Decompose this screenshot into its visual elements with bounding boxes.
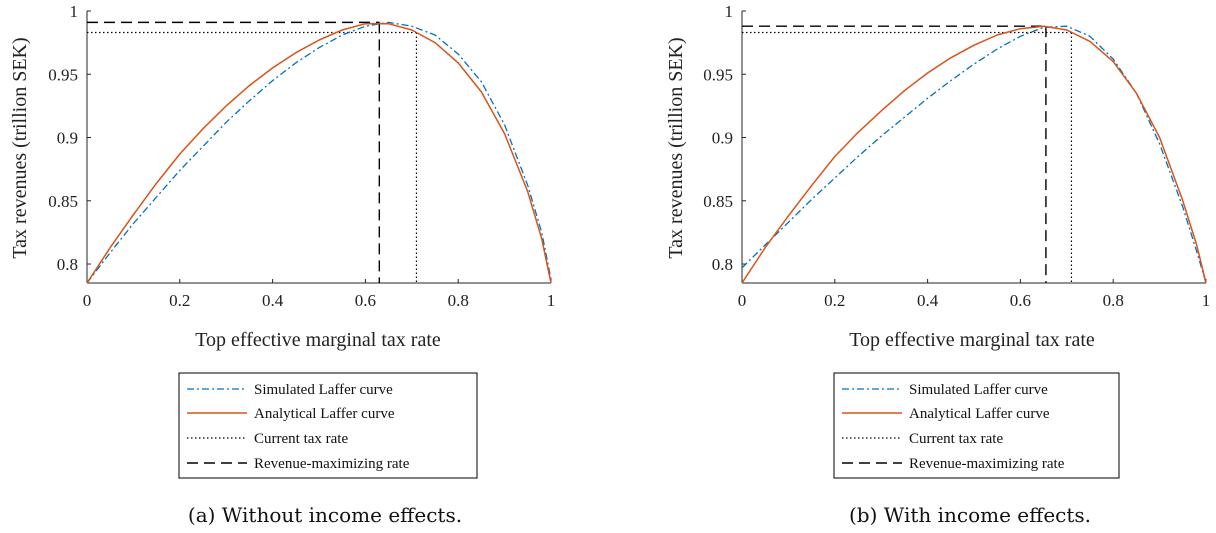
legend-label-current-a: Current tax rate <box>254 431 348 447</box>
y-tick-label-a: 0.85 <box>48 192 78 211</box>
caption-b: (b) With income effects. <box>849 503 1091 527</box>
x-tick-label-b: 1 <box>1202 291 1211 310</box>
panel-b: 0 0.2 0.4 0.6 0.8 1 0.8 0.85 0.9 0.95 1 Top effect… <box>665 2 1210 527</box>
x-tick-label-a: 0.4 <box>262 291 284 310</box>
y-axis-label-a: Tax revenues (trillion SEK) <box>9 37 31 258</box>
x-tick-label-a: 0.6 <box>355 291 376 310</box>
panel-a: 0 0.2 0.4 0.6 0.8 1 0.8 0.85 0.9 0.95 1 Top effect… <box>9 2 555 527</box>
x-axis-label-b: Top effective marginal tax rate <box>849 329 1095 351</box>
legend-label-simulated-b: Simulated Laffer curve <box>909 382 1048 398</box>
x-tick-label-b: 0 <box>738 291 747 310</box>
caption-a: (a) Without income effects. <box>188 503 462 527</box>
x-tick-label-a: 0.2 <box>169 291 190 310</box>
x-tick-label-b: 0.2 <box>824 291 845 310</box>
y-tick-label-b: 0.95 <box>703 65 733 84</box>
x-tick-label-a: 1 <box>547 291 556 310</box>
x-axis-label-a: Top effective marginal tax rate <box>195 329 441 351</box>
y-tick-label-b: 0.9 <box>712 129 733 148</box>
y-axis-label-b: Tax revenues (trillion SEK) <box>665 37 687 258</box>
legend-label-revmax-a: Revenue-maximizing rate <box>254 456 410 472</box>
x-tick-label-a: 0 <box>83 291 92 310</box>
x-tick-label-a: 0.8 <box>448 291 469 310</box>
y-tick-label-a: 0.8 <box>57 255 78 274</box>
x-tick-label-b: 0.8 <box>1103 291 1124 310</box>
y-tick-label-a: 1 <box>70 2 79 21</box>
plot-area-a: 0 0.2 0.4 0.6 0.8 1 0.8 0.85 0.9 0.95 1 <box>48 2 555 310</box>
legend-label-current-b: Current tax rate <box>909 431 1003 447</box>
y-tick-label-b: 0.85 <box>703 192 733 211</box>
legend-box-b <box>833 372 1120 479</box>
simulated-laffer-curve-b <box>741 25 1207 284</box>
legend-label-analytical-b: Analytical Laffer curve <box>909 406 1050 422</box>
legend-a: Simulated Laffer curve Analytical Laffer… <box>178 372 478 479</box>
y-tick-label-a: 0.9 <box>57 129 78 148</box>
analytical-laffer-curve-a <box>86 22 552 284</box>
y-tick-label-b: 0.8 <box>712 255 733 274</box>
analytical-laffer-curve-b <box>741 25 1207 284</box>
y-tick-label-a: 0.95 <box>48 65 78 84</box>
legend-label-simulated-a: Simulated Laffer curve <box>254 382 393 398</box>
legend-b: Simulated Laffer curve Analytical Laffer… <box>833 372 1120 479</box>
simulated-laffer-curve-a <box>86 21 552 284</box>
legend-label-analytical-a: Analytical Laffer curve <box>254 406 395 422</box>
legend-box-a <box>178 372 478 479</box>
x-tick-label-b: 0.6 <box>1010 291 1031 310</box>
x-tick-label-b: 0.4 <box>917 291 939 310</box>
plot-area-b: 0 0.2 0.4 0.6 0.8 1 0.8 0.85 0.9 0.95 1 <box>703 2 1210 310</box>
legend-label-revmax-b: Revenue-maximizing rate <box>909 456 1065 472</box>
y-tick-label-b: 1 <box>725 2 734 21</box>
